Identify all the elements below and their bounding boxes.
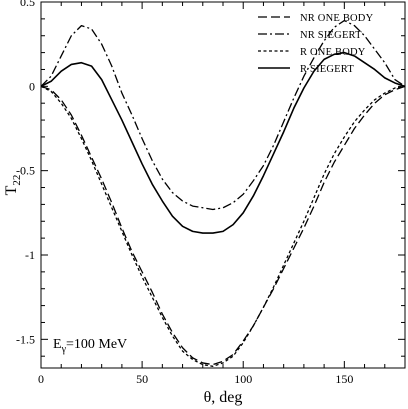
- energy-annotation-base: E: [53, 337, 62, 352]
- legend-label: R ONE BODY: [300, 47, 366, 58]
- series-layer: [40, 19, 406, 367]
- legend-label: R SIEGERT: [300, 64, 354, 75]
- y-axis-title-base: T: [3, 185, 20, 195]
- y-tick-label: 0.5: [20, 0, 35, 9]
- series-line-2: [40, 19, 406, 211]
- legend-label: NR SIEGERT: [300, 30, 362, 41]
- x-tick-label: 50: [136, 372, 148, 386]
- y-axis-title: T22: [3, 175, 23, 196]
- x-tick-label: 0: [38, 372, 44, 386]
- x-tick-label: 150: [335, 372, 353, 386]
- x-axis-title: θ, deg: [204, 389, 243, 406]
- legend-label: NR ONE BODY: [300, 13, 374, 24]
- energy-annotation-rest: =100 MeV: [66, 337, 127, 352]
- ticks-layer: 0 50 100 150 0.5 0 -0.5 -1 -1.5: [16, 0, 406, 386]
- energy-annotation-subscript: γ: [61, 344, 67, 355]
- energy-annotation: Eγ=100 MeV: [53, 337, 127, 355]
- x-tick-label: 100: [234, 372, 252, 386]
- y-tick-label: -1: [25, 248, 35, 262]
- legend: NR ONE BODY NR SIEGERT R ONE BODY R SIEGERT: [258, 13, 374, 75]
- y-tick-label: 0: [29, 79, 35, 93]
- y-axis-title-subscript: 22: [11, 175, 23, 186]
- y-tick-label: -1.5: [16, 332, 35, 346]
- series-line-3: [40, 85, 406, 367]
- series-line-4: [40, 51, 406, 234]
- y-tick-label: -0.5: [16, 164, 35, 178]
